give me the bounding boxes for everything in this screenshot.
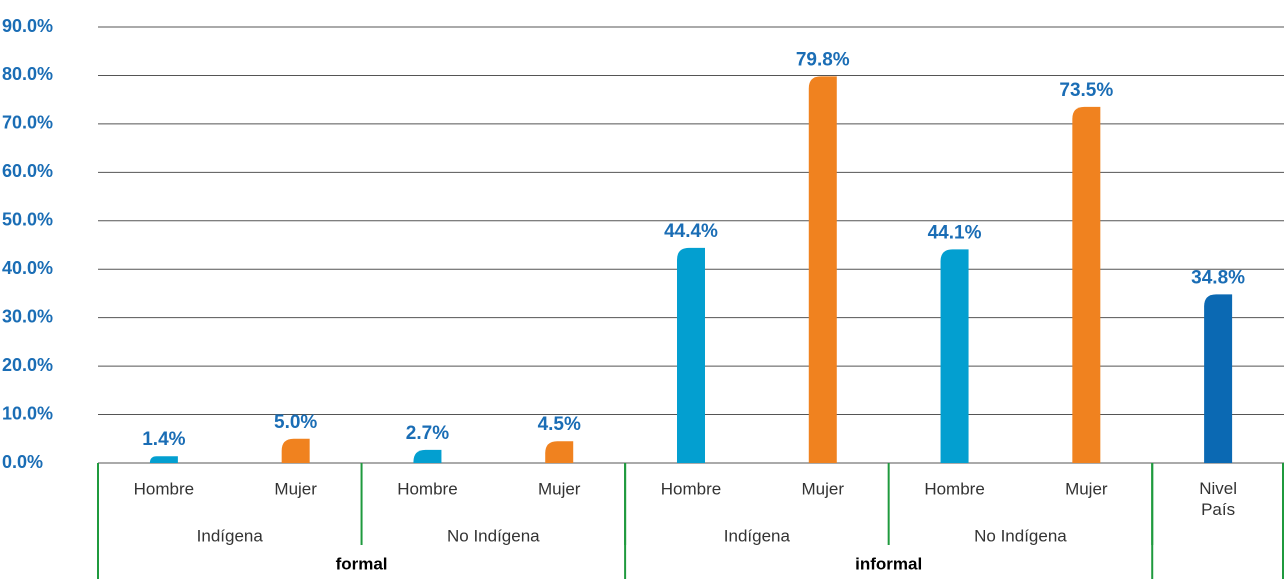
data-label: 34.8%	[1191, 267, 1245, 288]
x-tick-label: Mujer	[802, 479, 845, 498]
supergroup-label: informal	[855, 554, 922, 573]
bar	[940, 249, 969, 463]
group-label: No Indígena	[447, 526, 540, 545]
y-tick-label: 80.0%	[2, 64, 53, 84]
data-label: 2.7%	[406, 423, 449, 444]
x-tick-label: Hombre	[397, 479, 457, 498]
bar	[545, 441, 574, 463]
x-tick-label: Mujer	[538, 479, 581, 498]
x-tick-label: Nivel País	[1199, 479, 1237, 519]
group-label: No Indígena	[974, 526, 1067, 545]
group-label: Indígena	[197, 526, 264, 545]
data-label: 5.0%	[274, 412, 317, 433]
y-tick-label: 90.0%	[2, 16, 53, 36]
bar	[281, 438, 310, 463]
data-label: 79.8%	[796, 49, 850, 70]
x-tick-label: Mujer	[274, 479, 317, 498]
y-tick-label: 40.0%	[2, 258, 53, 278]
y-tick-label: 20.0%	[2, 355, 53, 375]
bar	[413, 449, 442, 463]
y-tick-label: 0.0%	[2, 452, 43, 472]
y-tick-label: 60.0%	[2, 161, 53, 181]
y-tick-label: 70.0%	[2, 113, 53, 133]
bar	[1072, 106, 1101, 463]
y-tick-label: 10.0%	[2, 403, 53, 423]
data-label: 1.4%	[142, 429, 185, 450]
x-tick-label: Hombre	[661, 479, 721, 498]
x-tick-label: Hombre	[134, 479, 194, 498]
data-label: 73.5%	[1059, 80, 1113, 101]
data-label: 4.5%	[538, 414, 581, 435]
data-label: 44.1%	[928, 222, 982, 243]
bar	[149, 456, 178, 463]
bar	[808, 76, 837, 463]
x-tick-label: Mujer	[1065, 479, 1108, 498]
y-tick-label: 30.0%	[2, 306, 53, 326]
x-tick-label: Hombre	[924, 479, 984, 498]
group-label: Indígena	[724, 526, 791, 545]
bar	[1204, 294, 1233, 463]
bar	[677, 247, 705, 463]
data-label: 44.4%	[664, 221, 718, 242]
y-tick-label: 50.0%	[2, 210, 53, 230]
supergroup-label: formal	[336, 554, 388, 573]
